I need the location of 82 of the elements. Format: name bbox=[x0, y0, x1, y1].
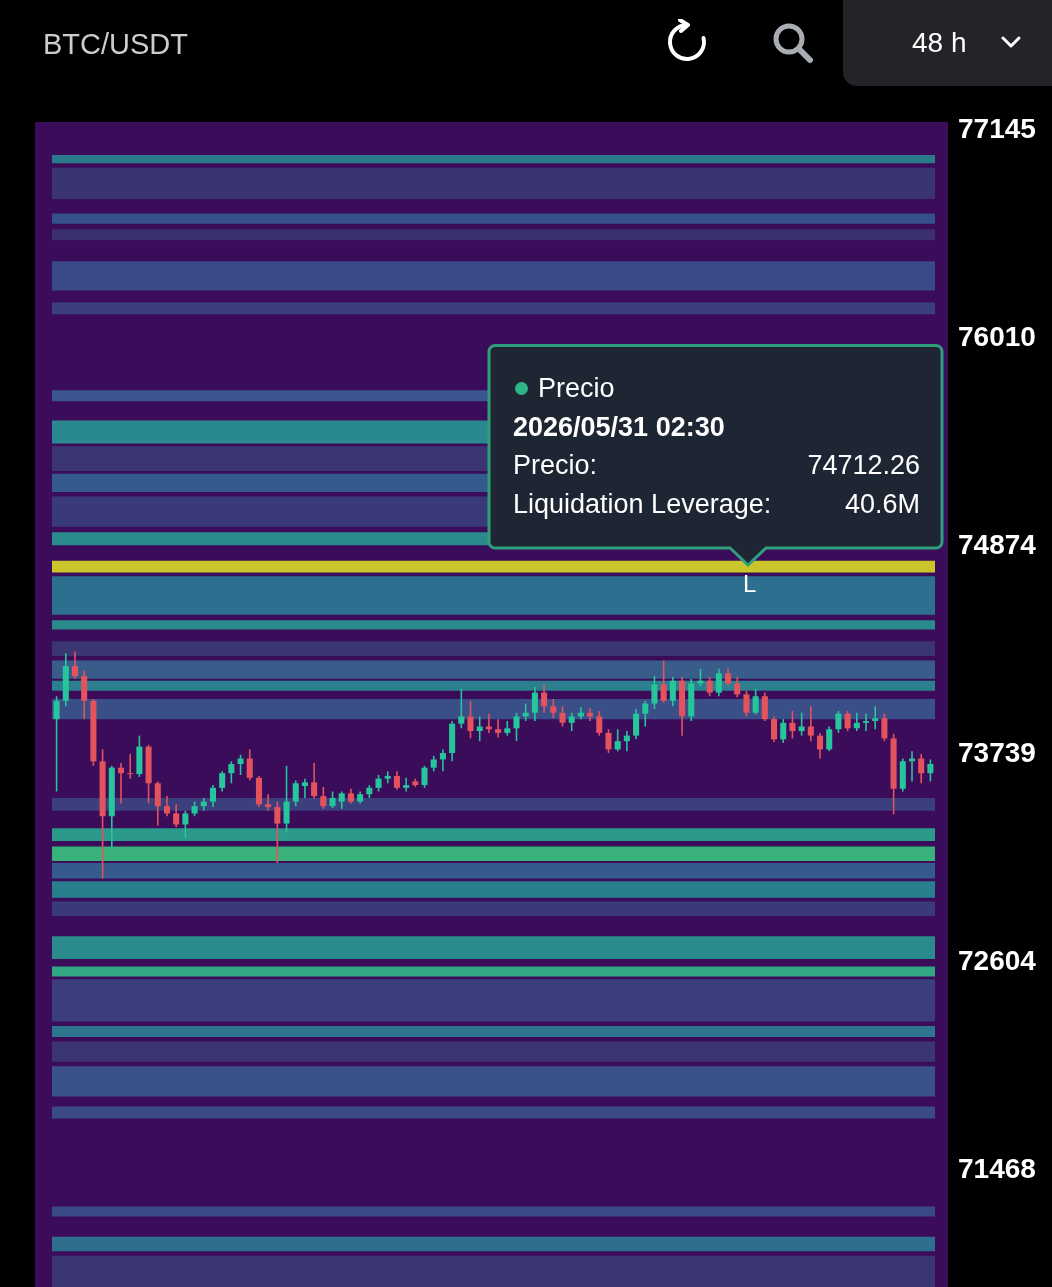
candlestick bbox=[752, 688, 759, 716]
candlestick bbox=[173, 803, 180, 829]
annotation: Precio bbox=[538, 372, 615, 405]
candlestick bbox=[743, 689, 750, 718]
candlestick bbox=[633, 708, 640, 741]
y-tick-label: 77145 bbox=[958, 112, 1036, 144]
candlestick bbox=[513, 711, 520, 742]
chart-subtitle: 48 h bbox=[912, 26, 967, 60]
candlestick bbox=[872, 705, 879, 731]
y-tick-label: 74874 bbox=[958, 528, 1037, 560]
candlestick bbox=[237, 754, 244, 776]
candlestick bbox=[761, 691, 768, 722]
y-tick-label: 73739 bbox=[958, 736, 1036, 768]
candlestick bbox=[927, 758, 934, 783]
candlestick bbox=[835, 710, 842, 734]
candlestick bbox=[403, 776, 410, 793]
candlestick bbox=[918, 753, 925, 785]
chart-title: BTC/USDT bbox=[43, 27, 188, 62]
candlestick bbox=[154, 780, 161, 827]
candlestick bbox=[283, 765, 290, 834]
annotation: L bbox=[742, 570, 757, 598]
candlestick bbox=[881, 712, 888, 742]
y-tick-label: 76010 bbox=[958, 320, 1036, 352]
candlestick bbox=[706, 676, 713, 698]
candlestick bbox=[816, 732, 824, 760]
candlestick bbox=[853, 711, 860, 732]
candlestick bbox=[182, 809, 189, 840]
candlestick bbox=[495, 718, 502, 739]
annotation: 40.6M bbox=[844, 488, 920, 521]
y-tick-label: 71468 bbox=[958, 1152, 1036, 1184]
candlestick bbox=[71, 650, 79, 680]
candlestick bbox=[734, 676, 741, 698]
candlestick bbox=[568, 711, 575, 732]
annotation: Precio: bbox=[513, 449, 598, 482]
candlestick bbox=[228, 760, 235, 785]
candlestick bbox=[476, 715, 483, 742]
candlestick bbox=[715, 667, 722, 698]
candlestick bbox=[246, 748, 253, 782]
candlestick bbox=[651, 675, 658, 710]
candlestick bbox=[623, 730, 630, 753]
candlestick bbox=[541, 683, 548, 714]
candlestick bbox=[163, 795, 171, 818]
annotation: 2026/05/31 02:30 bbox=[513, 411, 725, 444]
candlestick bbox=[485, 712, 492, 734]
candlestick bbox=[531, 686, 538, 722]
candlestick bbox=[127, 753, 134, 780]
annotation: 74712.26 bbox=[807, 449, 920, 482]
candlestick bbox=[265, 793, 272, 812]
dropdown: 48 h bbox=[843, 0, 1052, 86]
candlestick bbox=[53, 695, 60, 793]
candlestick bbox=[771, 715, 778, 743]
candlestick bbox=[292, 779, 299, 807]
candlestick bbox=[458, 688, 465, 730]
annotation: Liquidation Leverage: bbox=[513, 488, 772, 521]
candlestick bbox=[550, 698, 557, 720]
candlestick bbox=[596, 710, 603, 737]
candlestick bbox=[780, 718, 787, 744]
candlestick bbox=[669, 676, 676, 708]
candlestick bbox=[421, 765, 428, 789]
candlestick bbox=[439, 748, 446, 773]
candlestick bbox=[559, 705, 566, 728]
candlestick bbox=[614, 728, 621, 753]
candlestick bbox=[393, 770, 400, 791]
candlestick bbox=[384, 770, 391, 785]
candlestick bbox=[320, 786, 327, 810]
candlestick bbox=[311, 762, 318, 800]
candlestick bbox=[807, 705, 814, 742]
candlestick bbox=[660, 659, 667, 704]
candlestick bbox=[642, 700, 649, 728]
candlestick bbox=[798, 711, 805, 737]
candlestick bbox=[117, 762, 125, 805]
candlestick bbox=[274, 800, 281, 864]
candlestick bbox=[605, 728, 612, 754]
candlestick bbox=[789, 710, 796, 740]
candlestick bbox=[301, 777, 308, 799]
candlestick bbox=[862, 712, 870, 732]
candlestick bbox=[826, 725, 833, 753]
candlestick bbox=[467, 700, 474, 740]
candlestick bbox=[209, 784, 216, 808]
y-tick-label: 72604 bbox=[958, 944, 1037, 976]
candlestick bbox=[219, 770, 226, 793]
candlestick bbox=[844, 710, 851, 732]
